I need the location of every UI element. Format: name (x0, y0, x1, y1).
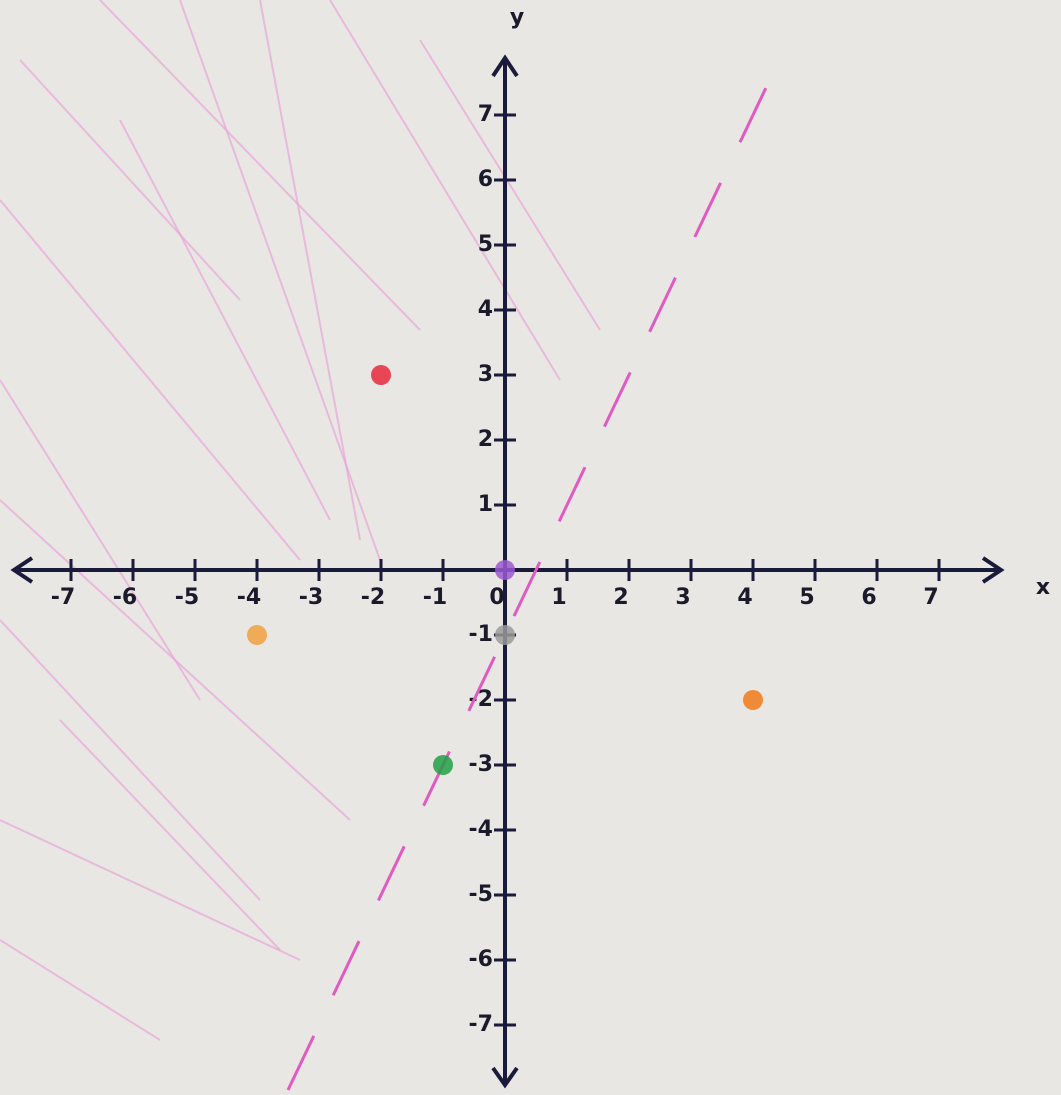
y-tick-label: -1 (469, 622, 493, 647)
x-tick-label: -5 (175, 585, 199, 610)
x-tick-label: -1 (423, 585, 447, 610)
point (495, 625, 515, 645)
x-tick-label: 0 (489, 585, 504, 610)
point (495, 560, 515, 580)
x-tick-label: 6 (861, 585, 876, 610)
y-tick-label: -4 (469, 817, 493, 842)
y-tick-label: 2 (478, 427, 493, 452)
y-tick-label: -3 (469, 752, 493, 777)
y-tick-label: 4 (478, 297, 493, 322)
y-tick-label: 7 (478, 102, 493, 127)
y-tick-label: 6 (478, 167, 493, 192)
y-tick-label: 1 (478, 492, 493, 517)
point (433, 755, 453, 775)
x-axis-label: x (1036, 575, 1050, 600)
point (743, 690, 763, 710)
x-tick-label: -2 (361, 585, 385, 610)
x-tick-label: 3 (675, 585, 690, 610)
x-tick-label: -7 (51, 585, 75, 610)
x-tick-label: -3 (299, 585, 323, 610)
y-tick-label: -5 (469, 882, 493, 907)
y-tick-label: -2 (469, 687, 493, 712)
x-tick-label: 7 (923, 585, 938, 610)
y-tick-label: -6 (469, 947, 493, 972)
x-tick-label: 1 (551, 585, 566, 610)
paper (0, 0, 1061, 1095)
x-tick-label: 5 (799, 585, 814, 610)
x-tick-label: 2 (613, 585, 628, 610)
x-tick-label: -4 (237, 585, 261, 610)
chart: x y -7 -6 -5 -4 -3 -2 -1 0 1 2 3 4 5 6 7 -7 -6 -5 -4 -3 -2 -1 1 2… (0, 0, 1061, 1095)
y-tick-label: -7 (469, 1012, 493, 1037)
x-tick-label: -6 (113, 585, 137, 610)
point (371, 365, 391, 385)
point (247, 625, 267, 645)
y-axis-label: y (510, 5, 524, 30)
y-tick-label: 5 (478, 232, 493, 257)
y-tick-label: 3 (478, 362, 493, 387)
x-tick-label: 4 (737, 585, 752, 610)
